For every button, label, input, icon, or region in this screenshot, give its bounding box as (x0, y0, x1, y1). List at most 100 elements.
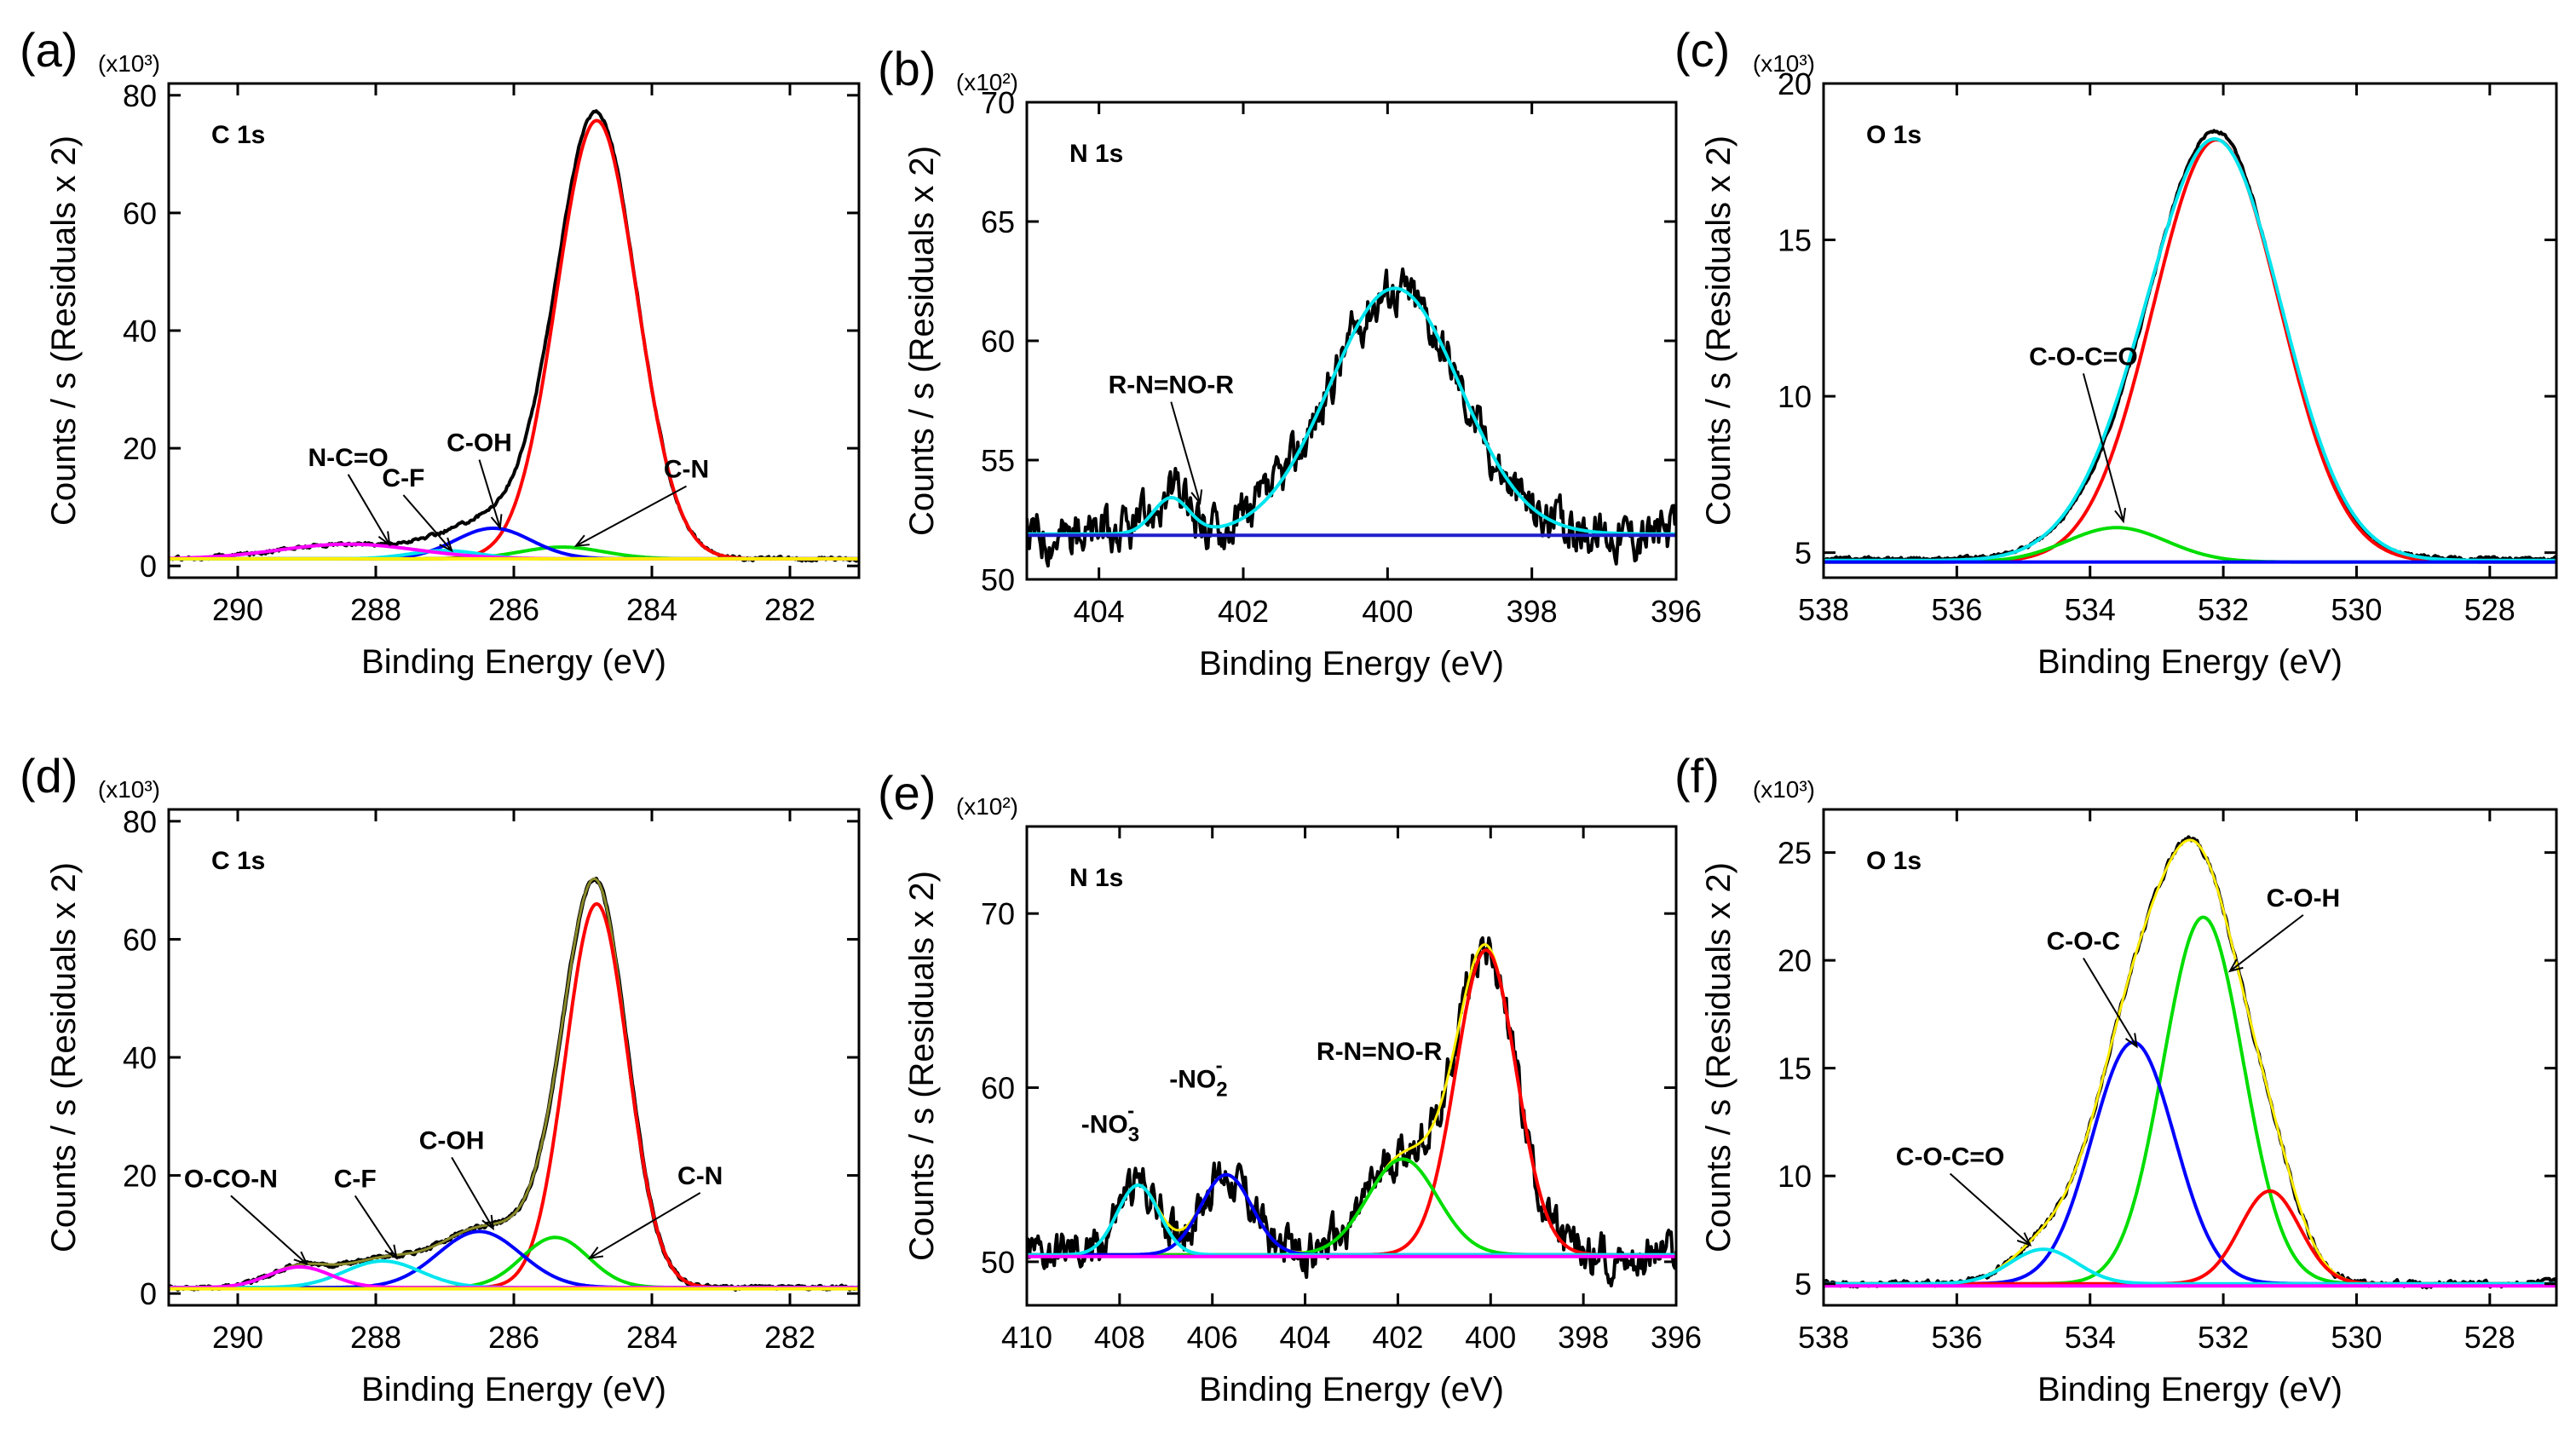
y-tick-label: 20 (123, 431, 157, 466)
annotation-arrow (347, 474, 391, 545)
chart-panel-d: 290 288 286 284 282 0 20 40 60 80 Binding Energy (… (20, 749, 861, 1408)
axis-multiplier: (x10²) (956, 69, 1018, 95)
annotation-arrowhead (2114, 507, 2126, 524)
x-tick-label: 534 (2065, 1320, 2116, 1355)
x-tick-label: 290 (212, 1320, 263, 1355)
x-tick-label: 396 (1651, 594, 1702, 629)
series-line-raw-data (1027, 267, 1676, 568)
y-tick-label: 0 (140, 549, 157, 584)
annotation-arrowhead (490, 514, 503, 530)
x-tick-label: 286 (488, 592, 539, 627)
annotation-arrowhead (377, 531, 391, 547)
annotation-label: O-CO-N (184, 1165, 278, 1193)
annotation-label: -NO2- (1169, 1055, 1227, 1102)
annotation-label: C-N (677, 1162, 723, 1190)
chart-panel-c: 538 536 534 532 530 528 5 10 15 20 Binding Energy … (1674, 23, 2558, 681)
series-line-envelope (169, 877, 859, 1289)
series-line-c-o-h (1824, 915, 2556, 1286)
annotation-label: R-N=NO-R (1317, 1038, 1443, 1066)
y-tick-label: 50 (981, 562, 1015, 597)
series-line-c-o-h (1824, 138, 2556, 564)
axis-multiplier: (x10³) (98, 50, 160, 77)
annotation-arrow (589, 1192, 701, 1259)
annotation-arrow (1949, 1172, 2031, 1246)
y-tick-label: 55 (981, 443, 1015, 478)
series-line-raw-data (1824, 129, 2556, 563)
series-line-c-oh (169, 1229, 859, 1290)
y-tick-label: 10 (1778, 379, 1812, 414)
series-line-raw-data (1027, 936, 1676, 1287)
series-line-c-o-c-o (1824, 1247, 2556, 1286)
y-tick-label: 5 (1795, 1267, 1812, 1302)
y-tick-label: 70 (981, 85, 1015, 120)
chart-panel-f: 538 536 534 532 530 528 5 10 15 20 25 Binding Energ… (1674, 749, 2558, 1408)
plot-frame (1822, 82, 2558, 579)
series-line-c-c (169, 901, 859, 1290)
y-tick-label: 80 (123, 78, 157, 113)
chart-title: N 1s (1069, 140, 1123, 168)
x-tick-label: 404 (1074, 594, 1125, 629)
x-tick-label: 538 (1798, 592, 1849, 627)
annotation-arrow (1170, 401, 1202, 504)
y-tick-label: 25 (1778, 836, 1812, 871)
annotation-label: C-O-C (2047, 927, 2121, 955)
axis-multiplier: (x10²) (956, 793, 1018, 820)
x-tick-label: 404 (1280, 1320, 1331, 1355)
annotation-label: C-O-C=O (1896, 1143, 2005, 1172)
x-axis-label: Binding Energy (eV) (2037, 1371, 2343, 1408)
annotation-label: C-N (664, 456, 709, 484)
plot-area (1027, 936, 1676, 1287)
x-tick-label: 290 (212, 592, 263, 627)
plot-area (1824, 835, 2556, 1290)
y-tick-label: 0 (140, 1276, 157, 1311)
x-axis-label: Binding Energy (eV) (361, 1371, 666, 1408)
series-line-c-o-c-o (1824, 526, 2556, 564)
x-tick-label: 532 (2198, 1320, 2249, 1355)
axis-multiplier: (x10³) (1753, 776, 1815, 803)
x-axis-label: Binding Energy (eV) (2037, 643, 2343, 681)
x-axis-label: Binding Energy (eV) (361, 643, 666, 681)
annotation-arrow (230, 1195, 308, 1265)
x-tick-label: 530 (2331, 592, 2382, 627)
annotation-arrow (2229, 914, 2304, 972)
annotation-label: C-OH (419, 1126, 485, 1154)
x-tick-label: 286 (488, 1320, 539, 1355)
series-line-envelope (1027, 943, 1676, 1257)
annotation-arrowhead (439, 537, 453, 553)
x-tick-label: 532 (2198, 592, 2249, 627)
annotation-label: C-F (334, 1165, 377, 1193)
x-tick-label: 400 (1362, 594, 1413, 629)
chart-panel-e: 410 408 406 404 402 400 398 396 50 60 70 Binding En… (878, 766, 1702, 1408)
y-axis-label: Counts / s (Residuals x 2) (45, 135, 83, 526)
plot-frame (167, 808, 861, 1307)
y-tick-label: 60 (123, 196, 157, 231)
plot-area (169, 109, 859, 563)
y-tick-label: 65 (981, 204, 1015, 239)
y-tick-label: 60 (123, 922, 157, 957)
series-line--no3 (1027, 1183, 1676, 1257)
x-tick-label: 282 (764, 592, 815, 627)
annotation-arrow (575, 485, 687, 547)
annotation-arrow (478, 459, 501, 528)
y-axis-label: Counts / s (Residuals x 2) (45, 862, 83, 1252)
x-tick-label: 288 (350, 592, 401, 627)
annotation-arrow (451, 1156, 494, 1229)
annotation-label: C-O-H (2267, 884, 2341, 913)
annotation-arrow (402, 494, 452, 551)
x-tick-label: 534 (2065, 592, 2116, 627)
annotation-arrowhead (384, 1244, 398, 1260)
x-tick-label: 538 (1798, 1320, 1849, 1355)
annotation-arrowhead (1190, 489, 1203, 505)
x-tick-label: 398 (1507, 594, 1558, 629)
y-axis-label: Counts / s (Residuals x 2) (903, 871, 941, 1261)
y-tick-label: 15 (1778, 223, 1812, 258)
plot-frame (1025, 825, 1678, 1307)
chart-title: O 1s (1866, 121, 1922, 149)
annotation-label: C-OH (447, 429, 512, 458)
annotation-arrowhead (587, 1247, 604, 1259)
chart-title: O 1s (1866, 847, 1922, 875)
series-line-raw-data (169, 109, 859, 563)
y-tick-label: 20 (1778, 943, 1812, 978)
x-tick-label: 284 (626, 1320, 677, 1355)
annotation-arrowhead (2227, 959, 2244, 973)
